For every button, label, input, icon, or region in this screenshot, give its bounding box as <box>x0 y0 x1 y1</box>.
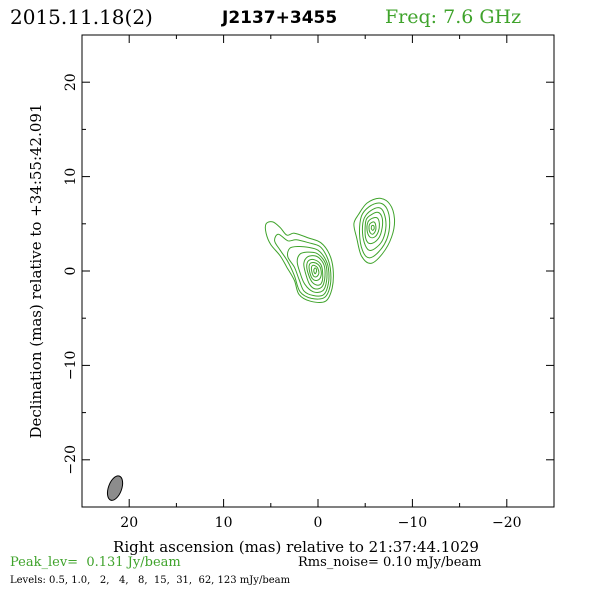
contour-line <box>370 224 375 231</box>
contour-levels: Levels: 0.5, 1.0, 2, 4, 8, 15, 31, 62, 1… <box>10 575 291 586</box>
contour-line <box>358 202 391 259</box>
contour-line <box>353 197 396 264</box>
axis-ticks <box>81 34 555 508</box>
contour-line <box>310 264 320 278</box>
y-tick-label: −20 <box>63 445 79 475</box>
contour-line <box>274 233 332 300</box>
x-tick-label: −20 <box>492 515 522 531</box>
contour-line <box>313 267 318 275</box>
axis-tick-labels: 20 10 0 −10 −20 20 10 0 −10 −20 <box>63 73 522 531</box>
x-axis-label: Right ascension (mas) relative to 21:37:… <box>113 538 479 556</box>
contour-line <box>361 207 387 251</box>
contour-line <box>303 255 326 290</box>
contour-line <box>306 258 324 286</box>
y-tick-label: 10 <box>63 168 79 186</box>
rms-noise: Rms_noise= 0.10 mJy/beam <box>298 555 481 570</box>
x-tick-label: 10 <box>215 515 233 531</box>
peak-level: Peak_lev= 0.131 Jy/beam <box>10 555 181 570</box>
y-tick-label: 20 <box>63 73 79 91</box>
beam-ellipse <box>106 475 124 501</box>
contour-line <box>366 217 380 239</box>
contour-line <box>264 221 334 303</box>
y-tick-label: −10 <box>63 351 79 381</box>
x-tick-label: −10 <box>398 515 428 531</box>
beam-ellipse-shape <box>106 475 124 501</box>
contour-line <box>308 261 322 281</box>
plot-frame <box>81 34 555 508</box>
x-tick-label: 20 <box>120 515 138 531</box>
contour-line <box>287 245 330 297</box>
contour-lines <box>264 197 396 303</box>
x-tick-label: 0 <box>314 515 323 531</box>
contour-line <box>368 221 377 235</box>
y-axis-label: Declination (mas) relative to +34:55:42.… <box>27 103 45 438</box>
y-tick-label: 0 <box>63 267 79 276</box>
observation-date: 2015.11.18(2) <box>10 5 153 29</box>
contour-line <box>364 211 384 244</box>
frequency-label: Freq: 7.6 GHz <box>385 6 521 28</box>
source-name: J2137+3455 <box>221 8 337 28</box>
contour-line <box>296 251 328 293</box>
